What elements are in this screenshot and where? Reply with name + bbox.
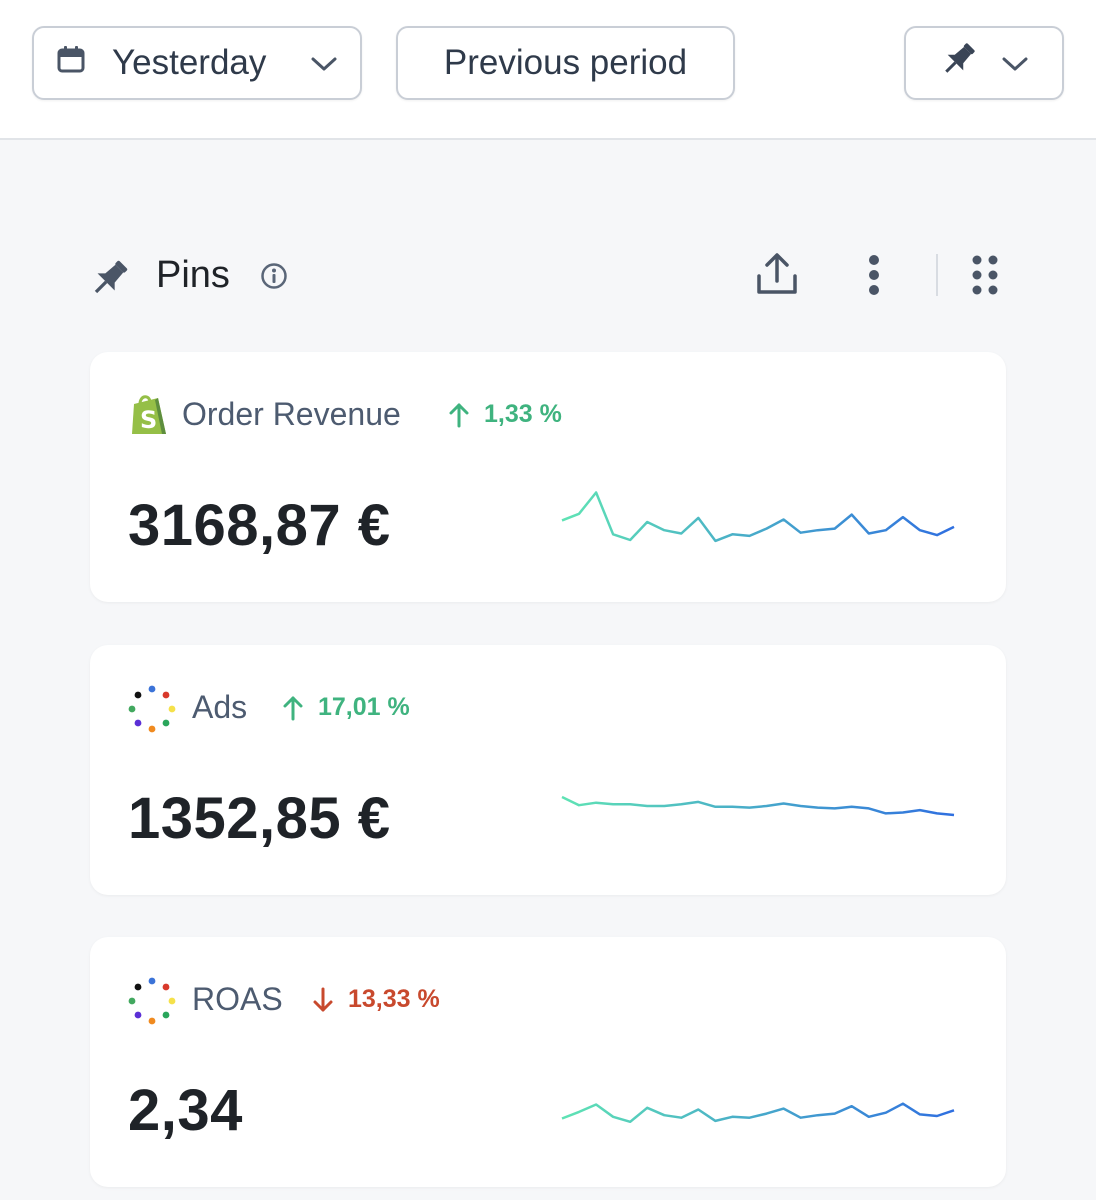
metric-title: Order Revenue — [182, 396, 401, 432]
pin-menu-button[interactable] — [904, 26, 1064, 100]
chevron-down-icon — [310, 43, 338, 83]
metric-value: 2,34 — [128, 1078, 243, 1143]
toolbar-divider — [936, 254, 938, 296]
metric-card[interactable]: ROAS 13,33 % 2,34 — [90, 937, 1006, 1187]
trend-sparkline — [561, 795, 955, 817]
arrow-up-icon — [283, 696, 303, 720]
chevron-down-icon — [1001, 43, 1029, 83]
multi-color-dots-icon — [128, 685, 176, 738]
metric-delta-value: 17,01 % — [318, 693, 410, 721]
metric-card[interactable]: Ads 17,01 % 1352,85 € — [90, 645, 1006, 895]
pin-icon — [939, 39, 979, 88]
comparison-period-label: Previous period — [443, 43, 688, 82]
arrow-up-icon — [449, 403, 469, 427]
drag-grid-icon[interactable] — [970, 254, 1000, 301]
svg-text:S: S — [140, 406, 157, 434]
sparkline-series — [561, 491, 955, 543]
comparison-period-button[interactable]: Previous period — [396, 26, 735, 100]
pins-section-header: Pins — [88, 250, 1008, 306]
metric-delta: 13,33 % — [312, 985, 440, 1014]
sparkline-series — [561, 795, 955, 817]
metric-title: ROAS — [192, 981, 283, 1017]
sparkline-series — [561, 1102, 955, 1124]
top-toolbar: Yesterday Previous period — [0, 0, 1096, 140]
metric-card[interactable]: S Order Revenue 1,33 % 3168,87 € — [90, 352, 1006, 602]
metric-title: Ads — [192, 689, 248, 725]
metric-delta: 1,33 % — [448, 400, 562, 429]
more-vertical-icon[interactable] — [864, 254, 884, 301]
date-range-label: Yesterday — [112, 43, 267, 82]
shopify-icon: S — [128, 392, 170, 443]
export-icon[interactable] — [754, 250, 800, 303]
info-icon[interactable] — [260, 262, 288, 295]
metric-delta: 17,01 % — [282, 693, 410, 722]
section-title: Pins — [156, 254, 230, 296]
metric-value: 3168,87 € — [128, 493, 391, 558]
metric-value: 1352,85 € — [128, 786, 391, 851]
trend-sparkline — [561, 491, 955, 543]
metric-delta-value: 13,33 % — [348, 985, 440, 1013]
calendar-icon — [56, 43, 86, 83]
arrow-down-icon — [313, 987, 333, 1011]
pin-icon — [88, 256, 132, 305]
trend-sparkline — [561, 1102, 955, 1124]
date-range-dropdown[interactable]: Yesterday — [32, 26, 362, 100]
metric-delta-value: 1,33 % — [484, 400, 562, 428]
multi-color-dots-icon — [128, 977, 176, 1030]
